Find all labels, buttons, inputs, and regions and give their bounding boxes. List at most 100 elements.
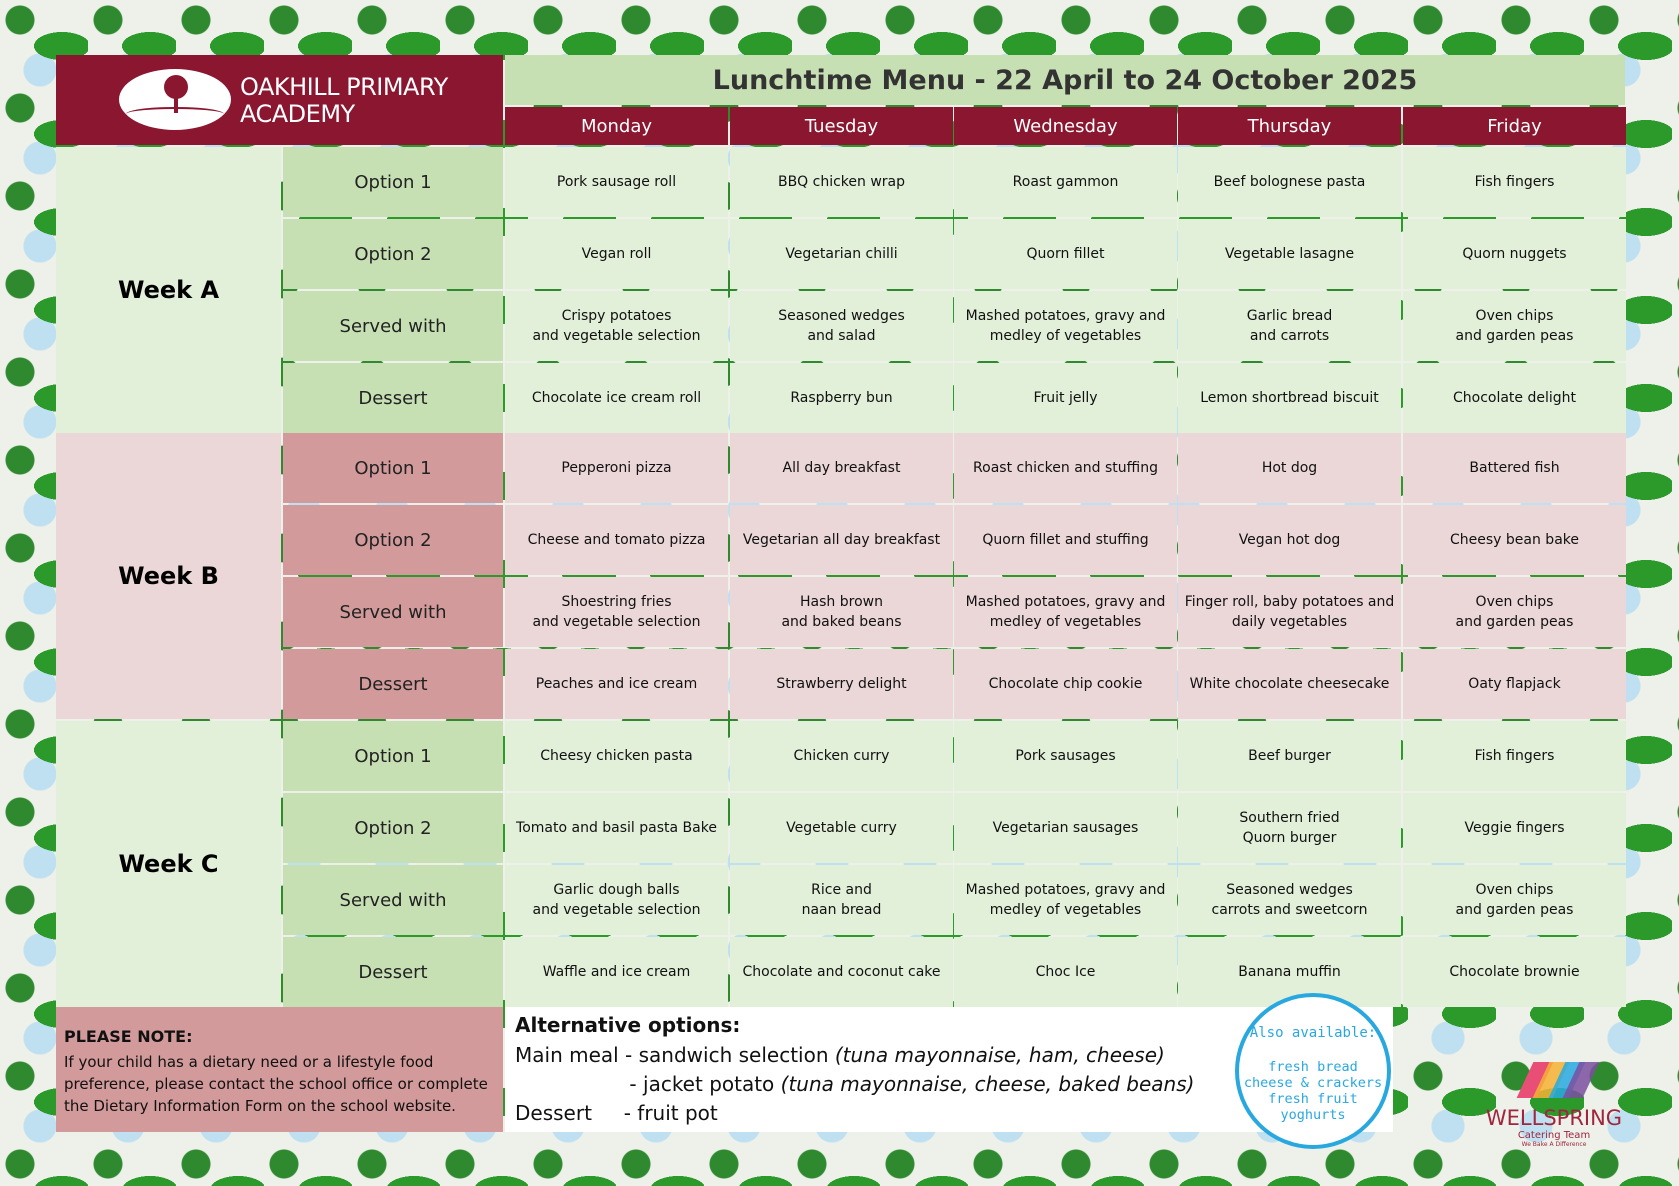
row-label: Option 1 bbox=[283, 433, 503, 503]
menu-cell: Chocolate delight bbox=[1403, 363, 1626, 433]
menu-cell: Roast chicken and stuffing bbox=[954, 433, 1177, 503]
menu-cell: Chocolate brownie bbox=[1403, 937, 1626, 1007]
menu-cell: Mashed potatoes, gravy and medley of veg… bbox=[954, 291, 1177, 361]
menu-cell: Vegetarian chilli bbox=[730, 219, 953, 289]
menu-cell: Seasoned wedges carrots and sweetcorn bbox=[1178, 865, 1401, 935]
week-label: Week B bbox=[56, 433, 281, 719]
day-header-wednesday: Wednesday bbox=[954, 107, 1177, 145]
alt-jacket-potato-prefix: - jacket potato bbox=[515, 1072, 781, 1096]
day-header-thursday: Thursday bbox=[1178, 107, 1401, 145]
alt-main-meal: Main meal - sandwich selection (tuna may… bbox=[515, 1041, 1383, 1070]
menu-cell: Mashed potatoes, gravy and medley of veg… bbox=[954, 865, 1177, 935]
menu-cell: Quorn fillet and stuffing bbox=[954, 505, 1177, 575]
hill-icon bbox=[126, 107, 224, 121]
alt-jacket-potato: - jacket potato (tuna mayonnaise, cheese… bbox=[515, 1070, 1383, 1099]
menu-cell: Raspberry bun bbox=[730, 363, 953, 433]
menu-cell: Battered fish bbox=[1403, 433, 1626, 503]
row-label: Option 2 bbox=[283, 793, 503, 863]
also-available-badge: Also available: fresh bread cheese & cra… bbox=[1235, 993, 1391, 1149]
menu-cell: Garlic bread and carrots bbox=[1178, 291, 1401, 361]
row-label: Served with bbox=[283, 865, 503, 935]
tree-trunk-icon bbox=[174, 95, 178, 113]
menu-cell: Hot dog bbox=[1178, 433, 1401, 503]
row-label: Served with bbox=[283, 291, 503, 361]
menu-cell: Fruit jelly bbox=[954, 363, 1177, 433]
row-label: Option 2 bbox=[283, 219, 503, 289]
menu-cell: Tomato and basil pasta Bake bbox=[505, 793, 728, 863]
menu-cell: Southern fried Quorn burger bbox=[1178, 793, 1401, 863]
menu-cell: Hash brown and baked beans bbox=[730, 577, 953, 647]
menu-cell: Peaches and ice cream bbox=[505, 649, 728, 719]
menu-cell: Vegetarian all day breakfast bbox=[730, 505, 953, 575]
menu-cell: Choc Ice bbox=[954, 937, 1177, 1007]
menu-cell: Oaty flapjack bbox=[1403, 649, 1626, 719]
wellspring-mark-icon bbox=[1516, 1060, 1600, 1100]
menu-cell: BBQ chicken wrap bbox=[730, 147, 953, 217]
menu-cell: Quorn nuggets bbox=[1403, 219, 1626, 289]
please-note-title: PLEASE NOTE: bbox=[64, 1027, 193, 1046]
menu-cell: Vegan roll bbox=[505, 219, 728, 289]
school-name-line1: OAKHILL PRIMARY bbox=[240, 73, 448, 101]
menu-cell: Chocolate chip cookie bbox=[954, 649, 1177, 719]
menu-cell: Beef bolognese pasta bbox=[1178, 147, 1401, 217]
also-available-items: fresh bread cheese & crackers fresh frui… bbox=[1243, 1059, 1383, 1123]
alt-jacket-potato-detail: (tuna mayonnaise, cheese, baked beans) bbox=[780, 1072, 1195, 1096]
caterer-tagline: We Bake A Difference bbox=[1521, 1141, 1587, 1148]
menu-cell: All day breakfast bbox=[730, 433, 953, 503]
menu-cell: Fish fingers bbox=[1403, 147, 1626, 217]
day-header-monday: Monday bbox=[505, 107, 728, 145]
caterer-name: WELLSPRING bbox=[1485, 1106, 1623, 1130]
menu-cell: White chocolate cheesecake bbox=[1178, 649, 1401, 719]
menu-cell: Vegetarian sausages bbox=[954, 793, 1177, 863]
menu-cell: Rice and naan bread bbox=[730, 865, 953, 935]
menu-cell: Chocolate ice cream roll bbox=[505, 363, 728, 433]
menu-cell: Mashed potatoes, gravy and medley of veg… bbox=[954, 577, 1177, 647]
alternative-options-title: Alternative options: bbox=[515, 1013, 741, 1037]
menu-cell: Chocolate and coconut cake bbox=[730, 937, 953, 1007]
menu-cell: Pepperoni pizza bbox=[505, 433, 728, 503]
menu-cell: Oven chips and garden peas bbox=[1403, 577, 1626, 647]
row-label: Dessert bbox=[283, 363, 503, 433]
menu-cell: Vegan hot dog bbox=[1178, 505, 1401, 575]
menu-cell: Cheese and tomato pizza bbox=[505, 505, 728, 575]
day-header-tuesday: Tuesday bbox=[730, 107, 953, 145]
menu-cell: Quorn fillet bbox=[954, 219, 1177, 289]
menu-cell: Shoestring fries and vegetable selection bbox=[505, 577, 728, 647]
menu-cell: Pork sausage roll bbox=[505, 147, 728, 217]
menu-cell: Oven chips and garden peas bbox=[1403, 865, 1626, 935]
menu-cell: Vegetable curry bbox=[730, 793, 953, 863]
caterer-sub: Catering Team bbox=[1517, 1130, 1591, 1141]
week-label: Week A bbox=[56, 147, 281, 433]
menu-cell: Seasoned wedges and salad bbox=[730, 291, 953, 361]
menu-cell: Oven chips and garden peas bbox=[1403, 291, 1626, 361]
menu-cell: Vegetable lasagne bbox=[1178, 219, 1401, 289]
row-label: Served with bbox=[283, 577, 503, 647]
alt-dessert: Dessert - fruit pot bbox=[515, 1101, 718, 1125]
day-header-friday: Friday bbox=[1403, 107, 1626, 145]
row-label: Dessert bbox=[283, 937, 503, 1007]
menu-cell: Lemon shortbread biscuit bbox=[1178, 363, 1401, 433]
menu-cell: Cheesy chicken pasta bbox=[505, 721, 728, 791]
wellspring-logo: WELLSPRING Catering Team We Bake A Diffe… bbox=[1474, 1060, 1634, 1148]
school-brand: OAKHILL PRIMARY ACADEMY bbox=[56, 55, 503, 145]
menu-cell: Cheesy bean bake bbox=[1403, 505, 1626, 575]
menu-cell: Pork sausages bbox=[954, 721, 1177, 791]
alt-main-meal-prefix: Main meal - sandwich selection bbox=[515, 1043, 835, 1067]
please-note-box: PLEASE NOTE: If your child has a dietary… bbox=[56, 1007, 503, 1132]
row-label: Option 1 bbox=[283, 147, 503, 217]
menu-cell: Veggie fingers bbox=[1403, 793, 1626, 863]
week-label: Week C bbox=[56, 721, 281, 1007]
menu-sheet: OAKHILL PRIMARY ACADEMY Lunchtime Menu -… bbox=[56, 55, 1626, 1149]
menu-cell: Garlic dough balls and vegetable selecti… bbox=[505, 865, 728, 935]
row-label: Option 1 bbox=[283, 721, 503, 791]
also-available-title: Also available: bbox=[1249, 1025, 1377, 1041]
row-label: Option 2 bbox=[283, 505, 503, 575]
menu-cell: Fish fingers bbox=[1403, 721, 1626, 791]
menu-title: Lunchtime Menu - 22 April to 24 October … bbox=[505, 55, 1625, 105]
row-label: Dessert bbox=[283, 649, 503, 719]
menu-cell: Crispy potatoes and vegetable selection bbox=[505, 291, 728, 361]
menu-cell: Strawberry delight bbox=[730, 649, 953, 719]
school-name: OAKHILL PRIMARY ACADEMY bbox=[240, 74, 448, 128]
alt-main-meal-detail: (tuna mayonnaise, ham, cheese) bbox=[834, 1043, 1165, 1067]
school-name-line2: ACADEMY bbox=[240, 100, 355, 128]
